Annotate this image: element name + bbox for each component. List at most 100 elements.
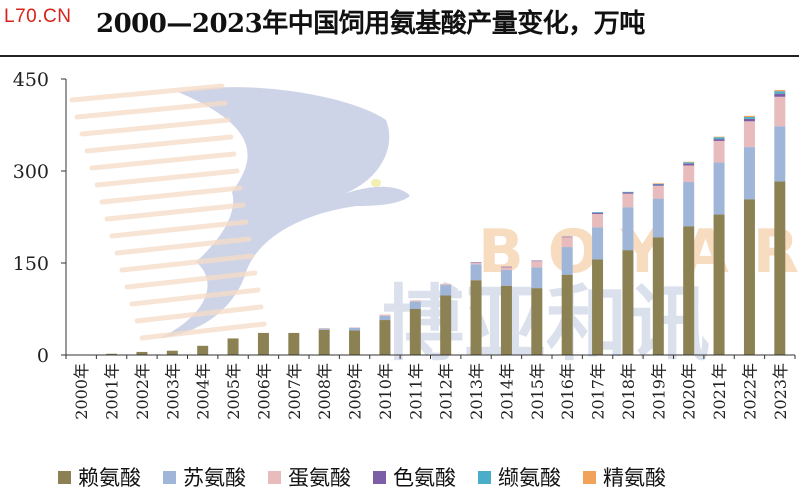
bar-layer	[75, 90, 786, 356]
bar-valine	[743, 117, 755, 119]
x-tick-label: 2018年	[619, 363, 638, 420]
x-tick-label: 2006年	[254, 363, 273, 420]
site-logo: L70.CN	[4, 6, 72, 27]
bar-methionine	[774, 96, 786, 127]
watermark-stripe	[119, 253, 255, 273]
x-tick-label: 2005年	[224, 363, 243, 420]
x-tick-label: 2011年	[406, 363, 425, 420]
bar-methionine	[409, 300, 421, 302]
bar-tryptophan	[683, 163, 695, 166]
bar-lysine	[622, 250, 634, 355]
bar-lysine	[288, 332, 300, 355]
legend-item-lysine: 赖氨酸	[58, 462, 141, 492]
bar-threonine	[318, 328, 330, 330]
bar-methionine	[379, 314, 391, 316]
bar-methionine	[713, 140, 725, 163]
watermark-stripe	[94, 168, 240, 188]
y-tick-label: 450	[13, 69, 49, 91]
bar-threonine	[470, 264, 482, 281]
legend-label: 色氨酸	[393, 466, 456, 490]
bar-valine	[713, 137, 725, 140]
legend-label: 苏氨酸	[183, 466, 246, 490]
bar-arginine	[713, 136, 725, 138]
y-tick-label: 0	[37, 345, 49, 367]
bar-tryptophan	[743, 118, 755, 122]
bar-threonine	[622, 207, 634, 251]
legend-label: 赖氨酸	[78, 466, 141, 490]
x-tick-label: 2015年	[528, 363, 547, 420]
bar-tryptophan	[470, 262, 482, 263]
bar-valine	[592, 212, 604, 213]
bar-lysine	[257, 332, 269, 355]
bar-valine	[683, 162, 695, 164]
watermark-stripe	[89, 151, 237, 171]
bar-lysine	[743, 199, 755, 355]
legend-swatch	[268, 470, 281, 484]
bar-lysine	[106, 353, 118, 355]
x-tick-label: 2021年	[710, 363, 729, 420]
legend-label: 精氨酸	[603, 466, 666, 490]
bar-threonine	[500, 269, 512, 286]
bar-tryptophan	[592, 212, 604, 214]
x-tick-label: 2010年	[376, 363, 395, 420]
axes: 0 150 300 450 2000年 2001年 2002年 2003年 2004年 2005年…	[13, 69, 796, 420]
legend-swatch	[583, 470, 596, 484]
bar-arginine	[774, 90, 786, 92]
x-tick-label: 2000年	[72, 363, 91, 420]
bar-valine	[622, 191, 634, 193]
bar-lysine	[166, 350, 178, 355]
bar-threonine	[683, 182, 695, 227]
bar-methionine	[652, 185, 664, 199]
watermark-bird-eye	[371, 179, 381, 187]
x-tick-label: 2009年	[346, 363, 365, 420]
bar-methionine	[440, 283, 452, 286]
x-tick-label: 2020年	[680, 363, 699, 420]
bar-lysine	[349, 330, 361, 355]
y-tick-label: 300	[13, 161, 49, 183]
watermark-stripe	[84, 134, 234, 154]
x-tick-label: 2002年	[133, 363, 152, 420]
x-tick-label: 2023年	[771, 363, 790, 420]
x-tick-label: 2019年	[649, 363, 668, 420]
bar-lysine	[531, 288, 543, 355]
legend-item-tryptophan: 色氨酸	[373, 462, 456, 492]
bar-lysine	[440, 295, 452, 355]
bar-threonine	[652, 198, 664, 238]
bar-tryptophan	[713, 139, 725, 141]
bar-lysine	[409, 309, 421, 355]
legend-swatch	[163, 470, 176, 484]
bar-arginine	[743, 115, 755, 118]
x-tick-label: 2001年	[103, 363, 122, 420]
bar-threonine	[379, 315, 391, 321]
watermark-stripe	[109, 219, 249, 239]
bar-methionine	[743, 121, 755, 148]
watermark-stripe	[129, 287, 261, 307]
watermark-stripe	[139, 321, 267, 341]
bar-tryptophan	[500, 266, 512, 268]
x-tick-label: 2016年	[558, 363, 577, 420]
legend-label: 缬氨酸	[498, 466, 561, 490]
x-tick-label: 2017年	[589, 363, 608, 420]
bar-threonine	[561, 247, 573, 275]
bar-threonine	[713, 162, 725, 215]
bar-threonine	[774, 126, 786, 182]
watermark-stripe	[99, 185, 243, 205]
bar-methionine	[470, 263, 482, 265]
watermark-stripe	[74, 100, 228, 120]
x-tick-label: 2022年	[740, 363, 759, 420]
bar-lysine	[227, 338, 239, 355]
bar-threonine	[743, 147, 755, 200]
bar-lysine	[683, 226, 695, 355]
bar-tryptophan	[622, 192, 634, 194]
legend-swatch	[58, 470, 71, 484]
y-tick-label: 150	[13, 253, 49, 275]
bar-tryptophan	[652, 184, 664, 186]
x-tick-label: 2013年	[467, 363, 486, 420]
legend-swatch	[478, 470, 491, 484]
bar-arginine	[652, 183, 664, 184]
x-tick-label: 2004年	[194, 363, 213, 420]
bar-lysine	[713, 214, 725, 355]
bar-lysine	[470, 280, 482, 355]
bar-lysine	[197, 345, 209, 355]
